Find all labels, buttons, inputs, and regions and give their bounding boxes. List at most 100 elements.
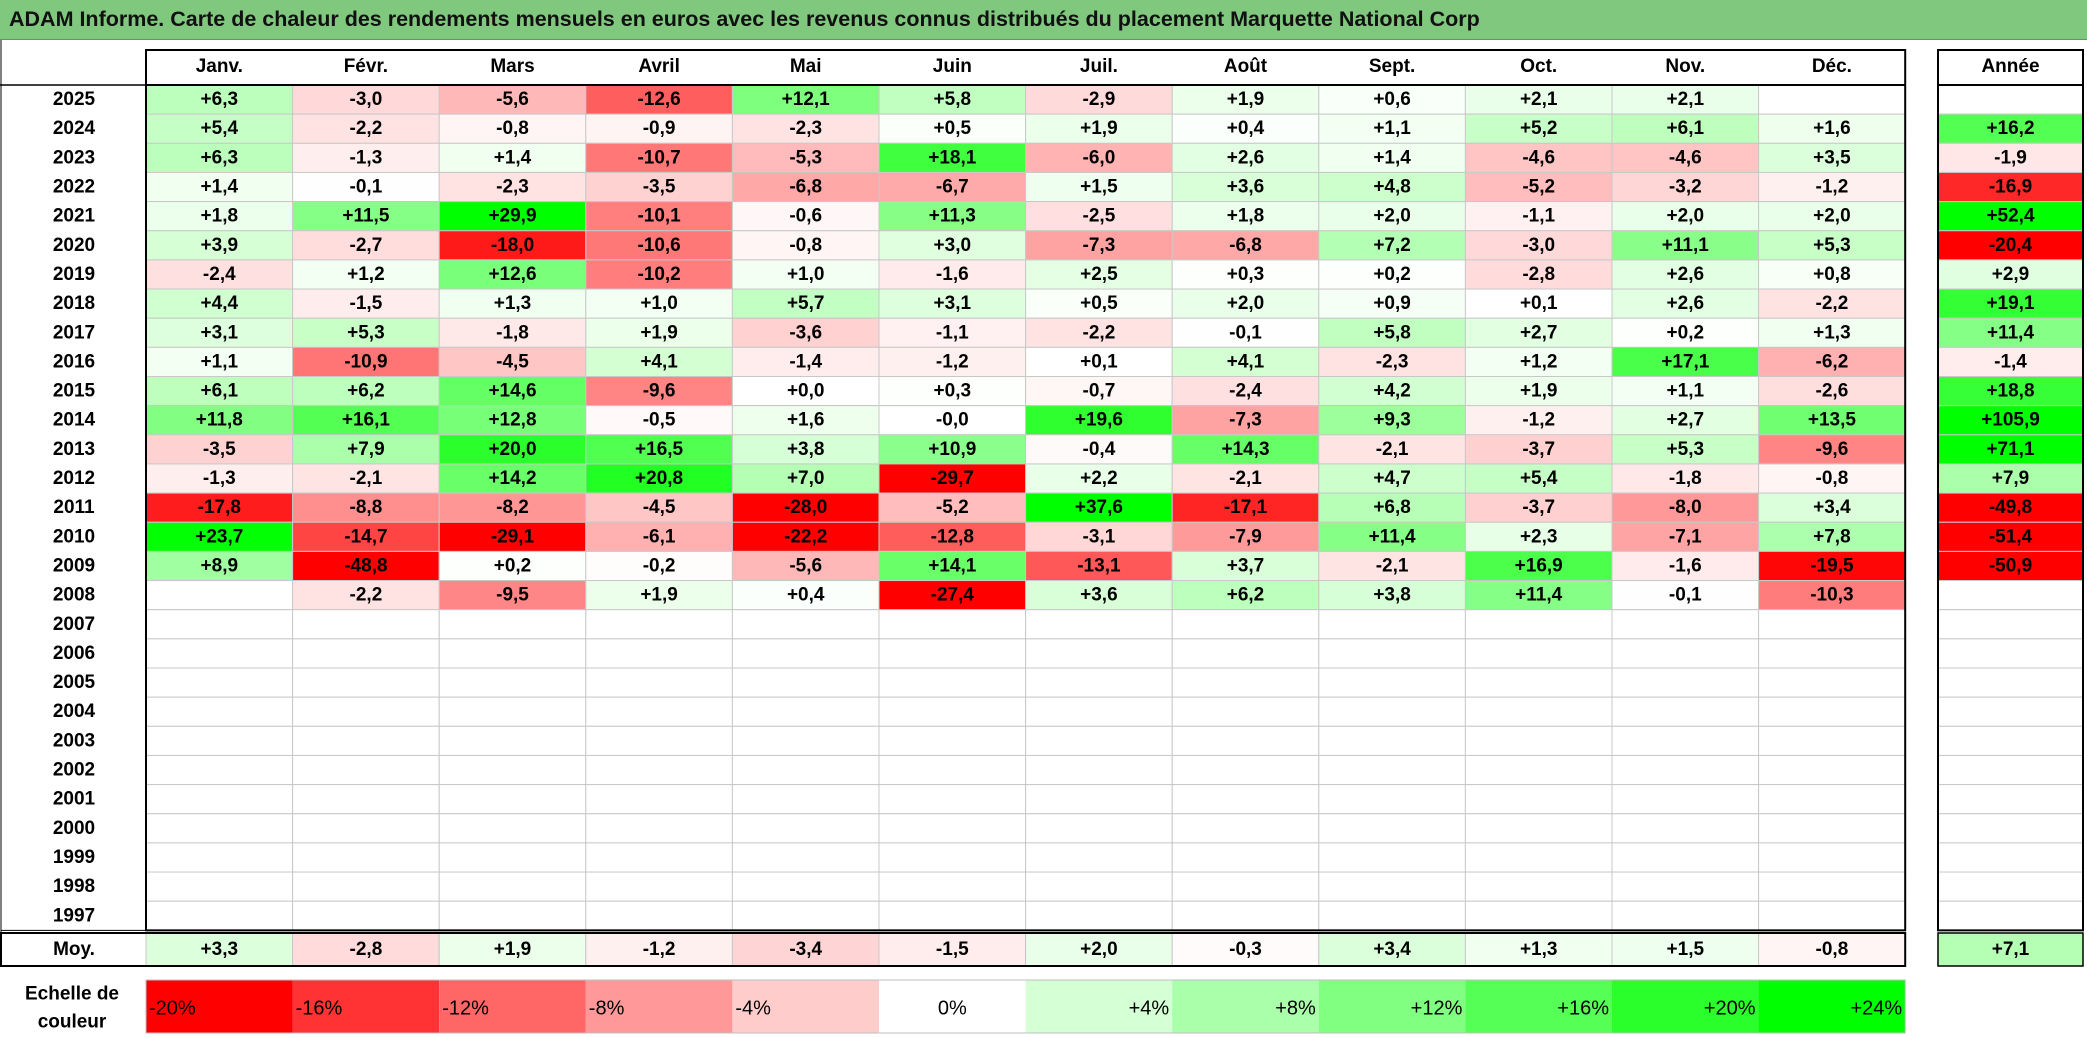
cell-value: +6,1: [201, 381, 239, 402]
heatmap-cell: [1171, 696, 1320, 727]
year-label: 2024: [53, 118, 96, 139]
heatmap-cell: [878, 813, 1027, 844]
heatmap-cell: [1025, 317, 1173, 348]
column-header: Juin: [933, 56, 972, 77]
heatmap-cell: [731, 900, 880, 931]
heatmap-cell: [731, 346, 880, 378]
cell-value: -2,1: [1376, 439, 1409, 460]
cell-value: +5,7: [787, 293, 825, 314]
heatmap-cell: [1318, 667, 1466, 698]
heatmap-cell: [145, 667, 294, 698]
heatmap-cell: [1611, 784, 1760, 815]
heatmap-cell: [438, 142, 587, 173]
heatmap-cell: [731, 376, 880, 407]
heatmap-cell: [731, 667, 880, 698]
cell-value: -0,9: [643, 118, 676, 139]
heatmap-cell: [1758, 813, 1906, 844]
heatmap-cell: [1464, 492, 1613, 523]
cell-value: +19,6: [1075, 410, 1123, 431]
heatmap-cell: [145, 609, 294, 640]
year-label: 2025: [53, 89, 96, 110]
cell-value: +0,1: [1080, 351, 1118, 372]
column-header: Mai: [790, 56, 822, 77]
heatmap-cell: [1025, 580, 1173, 611]
heatmap-cell: [438, 609, 587, 640]
heatmap-cell: [292, 580, 440, 611]
heatmap-cell: [292, 784, 440, 815]
cell-value: +20,8: [635, 468, 683, 489]
cell-value: +2,0: [1373, 206, 1411, 227]
heatmap-cell: [585, 317, 733, 348]
heatmap-cells: +6,3 -3,0 -5,6 -12,6 +12,1 +5,8 -2,9 +1,9 +0,6 +2…: [145, 84, 1906, 931]
annual-cell: [1937, 550, 2084, 582]
cell-value: -1,3: [350, 147, 383, 168]
column-headers: Janv. Févr. Mars Avril Mai Juin Juil. Août Sept.…: [196, 56, 2040, 77]
cell-value: -0,2: [643, 555, 676, 576]
heatmap-cell: [1464, 725, 1613, 756]
heatmap-cell: [145, 405, 294, 436]
cell-value: +0,2: [1667, 322, 1705, 343]
heatmap-cell: [731, 638, 880, 669]
heatmap-cell: [1464, 696, 1613, 727]
heatmap-cell: [292, 171, 440, 203]
heatmap-cell: [1171, 171, 1320, 203]
heatmap-cell: [731, 113, 880, 144]
cell-value: +3,1: [201, 322, 239, 343]
year-label: 2000: [53, 818, 95, 839]
scale-step-label: +8%: [1275, 998, 1316, 1020]
cell-value: +3,4: [1813, 497, 1851, 518]
average-cell: [1611, 932, 1760, 967]
cell-value: +5,3: [1667, 439, 1705, 460]
heatmap-cell: [731, 784, 880, 815]
heatmap-cell: [1758, 142, 1906, 173]
cell-value: +0,0: [787, 381, 825, 402]
heatmap-cell: [878, 900, 1027, 931]
cell-value: +3,8: [1373, 585, 1411, 606]
heatmap-cell: [1758, 550, 1906, 582]
cell-value: -6,2: [1816, 351, 1849, 372]
heatmap-cell: [585, 434, 733, 465]
scale-swatch: [1025, 980, 1173, 1033]
cell-value: -28,0: [784, 497, 827, 518]
heatmap-cell: [878, 754, 1027, 786]
heatmap-cell: [1025, 609, 1173, 640]
heatmap-cell: [731, 405, 880, 436]
annual-cell: [1937, 900, 2084, 931]
heatmap-cell: [878, 580, 1027, 611]
cell-value: -5,6: [789, 555, 822, 576]
cell-value: +3,9: [201, 235, 239, 256]
heatmap-cell: [585, 754, 733, 786]
heatmap-cell: [878, 550, 1027, 582]
heatmap-cell: [1611, 142, 1760, 173]
cell-value: +4,7: [1373, 468, 1411, 489]
heatmap-cell: [1611, 696, 1760, 727]
cell-value: +5,2: [1520, 118, 1558, 139]
heatmap-cell: [1611, 842, 1760, 873]
cell-value: -5,3: [789, 147, 822, 168]
annual-cell: [1937, 434, 2084, 465]
cell-value: +9,3: [1373, 410, 1411, 431]
heatmap-cell: [731, 813, 880, 844]
cell-value: +3,8: [787, 439, 825, 460]
annual-column: +16,2 -1,9 -16,9 +52,4 -20,4 +2,9 +19,1 +11,4 -1…: [1937, 84, 2084, 931]
cell-value: +2,7: [1520, 322, 1558, 343]
cell-value: +6,3: [201, 147, 239, 168]
cell-value: +1,0: [787, 264, 825, 285]
heatmap-cell: [438, 842, 587, 873]
scale-swatch: [1465, 980, 1612, 1033]
scale-label: couleur: [38, 1012, 107, 1033]
heatmap-cell: [1758, 667, 1906, 698]
heatmap-cell: [1171, 609, 1320, 640]
scale-step-label: +16%: [1557, 998, 1609, 1020]
grid-border: [145, 49, 1907, 932]
heatmap-cell: [1464, 84, 1613, 115]
heatmap-cell: [878, 609, 1027, 640]
heatmap-cell: [878, 784, 1027, 815]
heatmap-cell: [292, 317, 440, 348]
heatmap-cell: [1025, 463, 1173, 494]
scale-step-label: -8%: [589, 998, 625, 1020]
column-header: Avril: [638, 56, 680, 77]
cell-value: -2,7: [350, 235, 383, 256]
cell-value: -4,5: [496, 351, 529, 372]
year-label: 2012: [53, 468, 95, 489]
